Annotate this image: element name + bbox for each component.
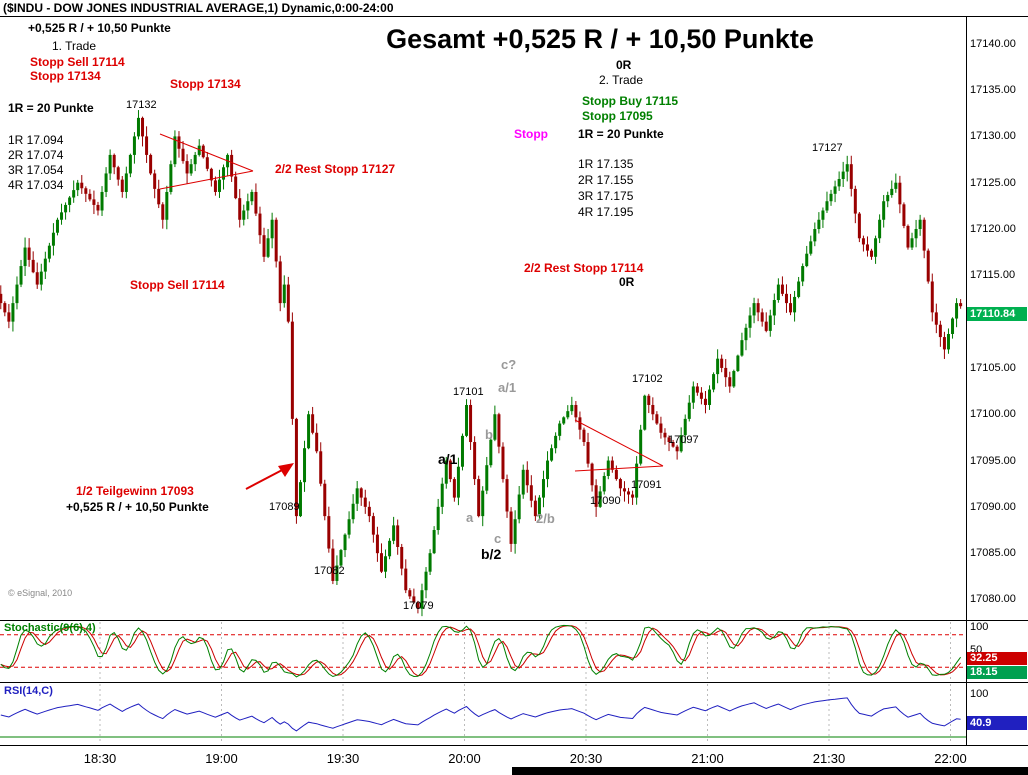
chart-main-title: Gesamt +0,525 R / + 10,50 Punkte [386, 24, 814, 54]
rsi-axis-100: 100 [970, 688, 989, 700]
rsi-label: RSI(14,C) [4, 685, 53, 697]
bottom-bar [512, 767, 1028, 775]
rsi-value-badge: 40.9 [967, 716, 1027, 730]
window-title: ($INDU - DOW JONES INDUSTRIAL AVERAGE,1)… [3, 1, 394, 15]
esignal-watermark: © eSignal, 2010 [8, 588, 73, 598]
last-price-badge: 17110.84 [967, 307, 1027, 321]
stoch-axis-100: 100 [970, 621, 989, 633]
stoch-d-badge: 32.25 [967, 652, 1027, 665]
stochastic-label: Stochastic(9(6),4) [4, 622, 96, 634]
stoch-k-badge: 18.15 [967, 666, 1027, 679]
